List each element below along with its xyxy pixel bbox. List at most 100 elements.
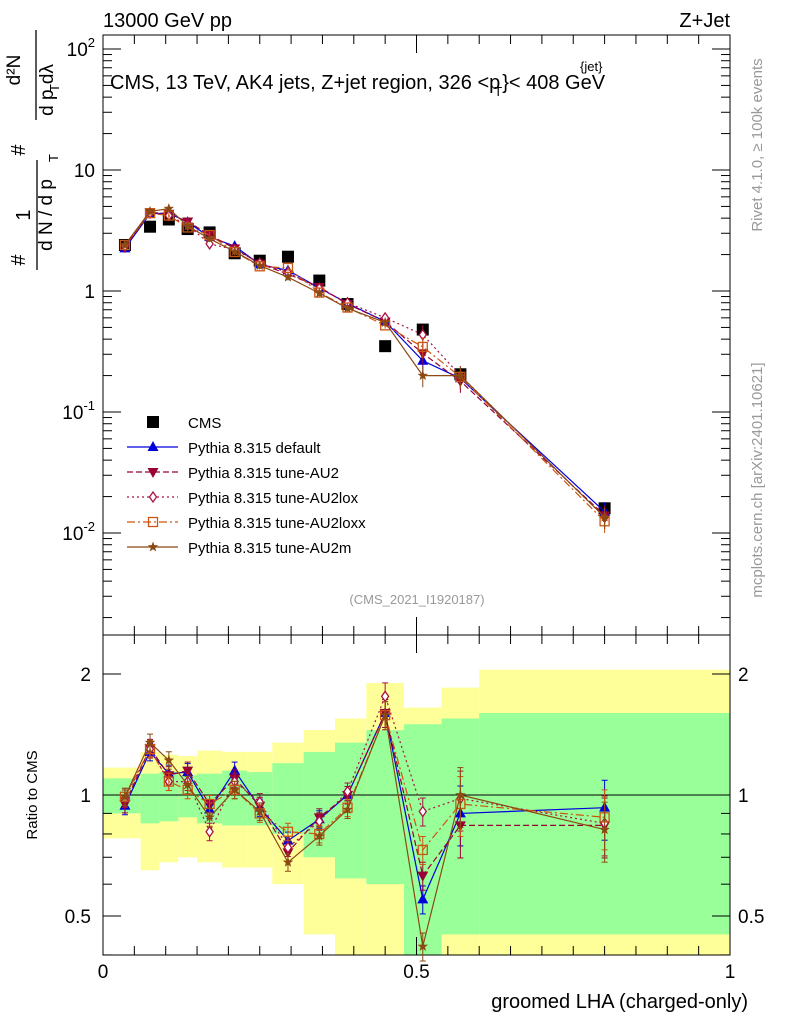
legend-label: Pythia 8.315 tune-AU2lox — [188, 490, 359, 507]
rivet-label: Rivet 4.1.0, ≥ 100k events — [749, 58, 766, 231]
ratio-ytick-label-right: 0.5 — [738, 907, 764, 928]
ytick-exp: -2 — [83, 519, 95, 534]
main-series-line — [124, 207, 606, 518]
plot-title: CMS, 13 TeV, AK4 jets, Z+jet region, 326… — [110, 72, 606, 99]
ytick-base: 10 — [62, 403, 83, 424]
ratio-ylabel: Ratio to CMS — [24, 750, 41, 839]
ratio-point — [144, 737, 156, 748]
ratio-point — [282, 826, 294, 837]
ytick-exp: 2 — [88, 35, 95, 50]
legend-marker — [147, 468, 159, 478]
main-ylabel-frac: 1 — [13, 209, 35, 220]
main-point — [182, 220, 193, 231]
ratio-point — [417, 940, 428, 951]
legend-marker — [147, 441, 159, 451]
ytick-base: 10 — [67, 40, 88, 61]
plot-title-sup: {jet} — [580, 59, 603, 74]
legend-label: Pythia 8.315 default — [188, 440, 321, 457]
ratio-point — [599, 824, 610, 835]
ratio-series — [119, 682, 611, 962]
main-point — [144, 220, 157, 233]
ratio-point — [417, 893, 429, 904]
ratio-point — [283, 841, 293, 854]
band-green-bin — [366, 730, 404, 885]
ratio-point — [417, 871, 429, 882]
main-point — [314, 287, 325, 298]
band-green-bin — [272, 763, 304, 834]
plot-title-sub: T — [494, 84, 502, 99]
ratio-point — [342, 804, 353, 815]
header-right-title: Z+Jet — [679, 10, 730, 32]
main-point — [455, 370, 466, 381]
main-ylabel-num: d²N — [4, 55, 25, 86]
main-ylabel-t2: T — [47, 84, 62, 92]
plot-title-end: }< 408 GeV — [502, 72, 606, 94]
main-ytick-label: 10-2 — [62, 519, 95, 545]
main-point — [599, 511, 610, 522]
ratio-point — [418, 805, 428, 818]
legend-marker — [147, 416, 159, 428]
main-series-line — [124, 212, 606, 522]
ratio-ytick-label-left: 0.5 — [65, 907, 91, 928]
ytick-exp: -1 — [83, 398, 95, 413]
main-point — [144, 205, 156, 216]
ratio-ytick-label-left: 1 — [80, 786, 91, 807]
main-point — [342, 302, 353, 313]
ratio-point — [343, 785, 352, 798]
main-point — [204, 233, 215, 244]
main-ytick-label: 1 — [84, 282, 95, 303]
ratio-ytick-label-right: 2 — [738, 665, 749, 686]
ratio-point — [163, 776, 174, 787]
ratio-point — [204, 811, 215, 822]
main-y-axis-label: # 1 d N / d p T # d²N d p dλ T — [4, 30, 62, 270]
main-point — [119, 239, 131, 250]
main-ylabel-denom: d N / d p — [36, 179, 57, 251]
main-ytick-label: 10-1 — [62, 398, 95, 424]
ratio-point — [205, 825, 214, 838]
ratio-xtick-label: 1 — [725, 962, 736, 983]
ratio-point — [229, 784, 240, 795]
ratio-series-line — [124, 711, 605, 878]
ratio-point — [119, 791, 131, 802]
ratio-point — [379, 709, 391, 720]
main-ytick-label: 102 — [67, 35, 95, 61]
analysis-id: (CMS_2021_I1920187) — [349, 592, 484, 607]
main-ylabel-t1: T — [46, 154, 61, 162]
ratio-point — [417, 844, 428, 856]
ratio-point — [182, 779, 193, 790]
ratio-xtick-label: 0 — [98, 962, 109, 983]
legend: CMS Pythia 8.315 default Pythia 8.315 tune… — [127, 415, 366, 557]
ratio-ytick-label-left: 2 — [80, 665, 91, 686]
legend-marker — [147, 516, 159, 528]
main-ytick-label: 10 — [74, 161, 95, 182]
header-left-title: 13000 GeV pp — [103, 10, 232, 32]
ratio-point — [254, 805, 265, 816]
main-ylabel-den2: d p dλ — [37, 64, 58, 116]
main-series — [118, 203, 611, 533]
legend-marker — [148, 490, 158, 504]
main-ylabel-hash1: # — [8, 254, 30, 266]
ratio-bands — [103, 669, 730, 955]
ytick-base: 10 — [62, 524, 83, 545]
ratio-point — [455, 789, 466, 800]
ratio-xtick-label: 0.5 — [403, 962, 429, 983]
mcplots-label: mcplots.cern.ch [arXiv:2401.10621] — [749, 362, 766, 597]
x-axis-label: groomed LHA (charged-only) — [491, 991, 748, 1013]
legend-label: Pythia 8.315 tune-AU2loxx — [188, 515, 366, 532]
ratio-axis-ticks: 0.5 0.5 1 1 2 2 0 0.5 1 — [65, 635, 764, 983]
ratio-point — [282, 856, 294, 867]
ratio-point — [314, 830, 325, 841]
main-ylabel-hash2: # — [8, 144, 30, 156]
main-series-line — [124, 212, 606, 518]
legend-label: Pythia 8.315 tune-AU2 — [188, 465, 339, 482]
main-point — [281, 250, 294, 263]
main-point — [379, 316, 391, 327]
main-point — [282, 271, 294, 282]
main-point — [163, 203, 175, 214]
ratio-point — [163, 754, 175, 765]
main-point — [379, 340, 392, 353]
main-point — [229, 246, 240, 256]
plot-title-main: CMS, 13 TeV, AK4 jets, Z+jet region, 326… — [110, 72, 500, 94]
